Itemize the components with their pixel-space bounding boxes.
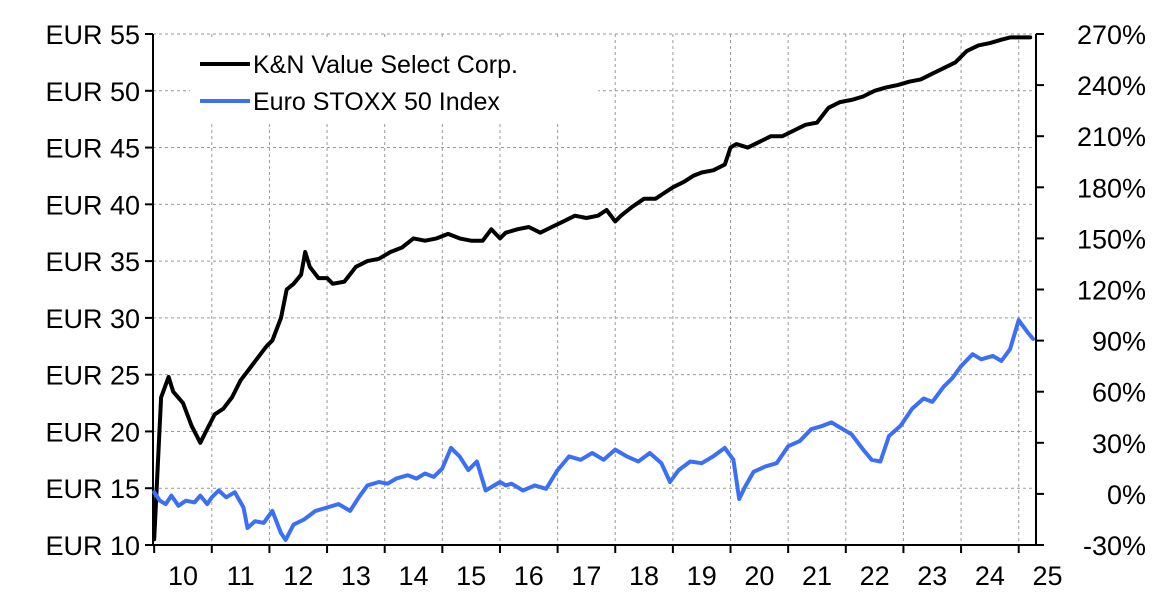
left-axis-tick-label: EUR 15 xyxy=(45,474,140,504)
right-axis-tick-label: 150% xyxy=(1077,224,1146,254)
right-axis-tick-label: 120% xyxy=(1077,276,1146,306)
left-axis-tick-label: EUR 55 xyxy=(45,20,140,50)
legend-background xyxy=(190,40,598,124)
x-axis-tick-label: 14 xyxy=(398,561,428,591)
x-axis-tick-label: 21 xyxy=(802,561,832,591)
right-axis-tick-label: 210% xyxy=(1077,122,1146,152)
left-axis-tick-label: EUR 30 xyxy=(45,304,140,334)
right-axis-tick-label: 0% xyxy=(1107,480,1146,510)
right-axis-tick-label: 90% xyxy=(1092,327,1146,357)
left-axis-tick-label: EUR 25 xyxy=(45,361,140,391)
x-axis-tick-label: 13 xyxy=(341,561,371,591)
x-axis-tick-label: 15 xyxy=(456,561,486,591)
series-line-eurostoxx xyxy=(152,318,1036,542)
left-axis-tick-label: EUR 10 xyxy=(45,531,140,561)
right-axis-tick-label: 270% xyxy=(1077,20,1146,50)
series-lines xyxy=(152,35,1036,542)
x-axis-tick-label: 16 xyxy=(514,561,544,591)
right-axis-tick-label: 30% xyxy=(1092,429,1146,459)
legend-label-kn-value: K&N Value Select Corp. xyxy=(253,51,518,79)
left-axis-tick-labels: EUR 10 EUR 15 EUR 20 EUR 25 EUR 30 EUR 35 EUR … xyxy=(45,20,140,561)
right-axis-tick-label: 60% xyxy=(1092,378,1146,408)
x-axis-tick-label: 11 xyxy=(227,561,255,591)
left-axis-tick-label: EUR 20 xyxy=(45,417,140,447)
x-axis-tick-label: 18 xyxy=(629,561,659,591)
x-axis-tick-label: 25 xyxy=(1033,561,1063,591)
x-axis-tick-label: 24 xyxy=(975,561,1005,591)
axes xyxy=(145,33,1044,553)
right-axis-tick-label: 180% xyxy=(1077,173,1146,203)
x-axis-tick-label: 23 xyxy=(917,561,947,591)
legend-label-eurostoxx: Euro STOXX 50 Index xyxy=(253,88,500,116)
left-axis-tick-label: EUR 40 xyxy=(45,190,140,220)
x-axis-tick-labels: 10 11 12 13 14 15 16 17 18 19 20 21 22 23 24 25 xyxy=(168,561,1063,591)
left-axis-tick-label: EUR 35 xyxy=(45,247,140,277)
x-axis-tick-label: 12 xyxy=(283,561,313,591)
right-axis-tick-label: 240% xyxy=(1077,71,1146,101)
x-axis-tick-label: 19 xyxy=(687,561,717,591)
x-axis-tick-label: 17 xyxy=(571,561,601,591)
legend: K&N Value Select Corp. Euro STOXX 50 Ind… xyxy=(190,40,598,124)
x-axis-tick-label: 20 xyxy=(744,561,774,591)
right-axis-tick-labels: -30% 0% 30% 60% 90% 120% 150% 180% 210% 240% 270% xyxy=(1077,20,1146,561)
left-axis-tick-label: EUR 45 xyxy=(45,134,140,164)
x-axis-tick-label: 10 xyxy=(168,561,198,591)
series-line-kn-value xyxy=(152,35,1033,542)
right-axis-tick-label: -30% xyxy=(1083,531,1146,561)
x-axis-tick-label: 22 xyxy=(860,561,890,591)
left-axis-tick-label: EUR 50 xyxy=(45,77,140,107)
